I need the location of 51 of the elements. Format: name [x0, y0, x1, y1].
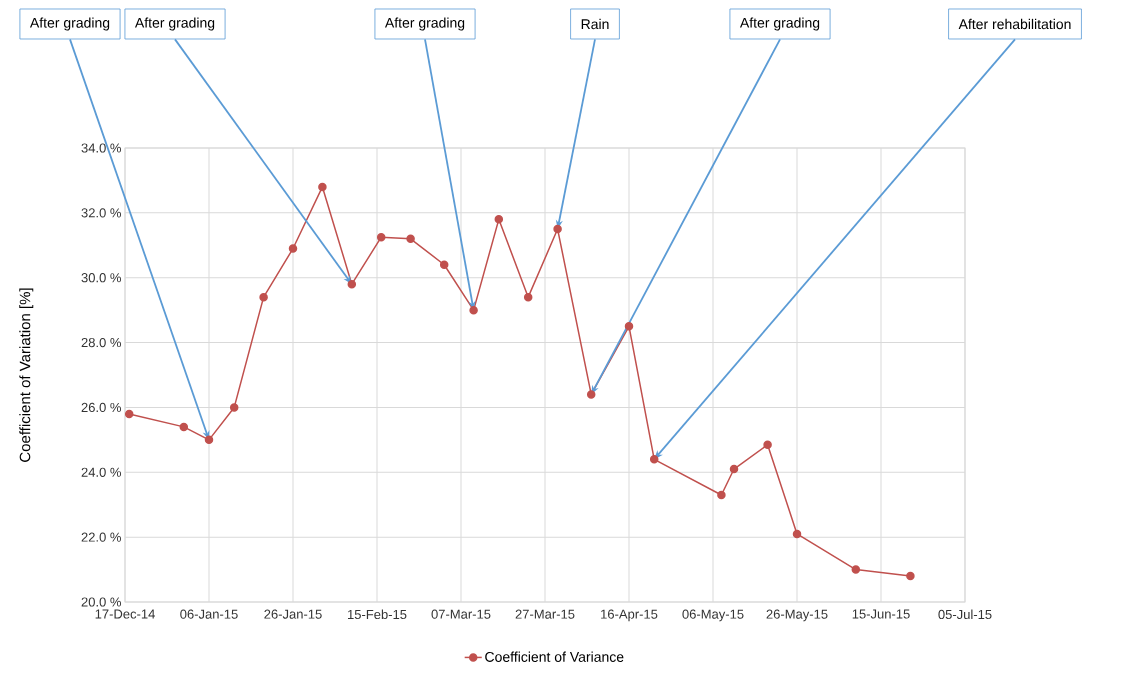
point [906, 571, 915, 581]
y-tick-label: 28.0 % [81, 337, 121, 348]
annotation: After grading [134, 17, 215, 31]
point [288, 244, 298, 253]
point [124, 409, 134, 419]
point [229, 403, 239, 412]
x-tick-label: 27-Mar-15 [515, 609, 575, 619]
point [347, 279, 357, 289]
legend-label: Coefficient of Variance [485, 651, 624, 662]
x-tick-label: 07-Mar-15 [431, 609, 491, 619]
x-tick-label: 16-Apr-15 [601, 609, 658, 622]
y-tick-label: 34.0 % [81, 143, 121, 153]
point [523, 292, 533, 302]
point [376, 232, 386, 242]
annotation: After grading [29, 17, 110, 31]
y-tick-label: 30.0 % [81, 273, 121, 283]
y-tick-label: 24.0 % [81, 467, 121, 477]
point [179, 422, 189, 432]
point [649, 455, 659, 464]
x-tick-label: 15-Feb-15 [348, 609, 407, 620]
point [259, 292, 268, 302]
x-tick-label: 06-May-15 [682, 609, 744, 622]
point [763, 440, 772, 449]
point [469, 305, 478, 315]
point [439, 260, 449, 269]
x-tick-label: 26-Jan-15 [264, 609, 322, 619]
point [494, 215, 504, 224]
x-tick-label: 15-Jun-15 [852, 609, 910, 619]
point [586, 390, 596, 399]
point [717, 490, 726, 500]
point [406, 234, 415, 244]
y-tick-label: 32.0 % [81, 208, 121, 218]
y-tick-label: 22.0 % [81, 532, 121, 542]
point [792, 529, 802, 539]
annotation: Rain [581, 18, 609, 30]
point [204, 435, 214, 445]
point [729, 464, 739, 474]
point [553, 224, 562, 234]
annotation: After grading [739, 17, 820, 31]
point [624, 322, 634, 331]
x-tick-label: 06-Jan-15 [180, 609, 238, 619]
point [318, 182, 327, 192]
y-tick-label: 20.0 % [81, 597, 121, 607]
y-tick-label: 26.0 % [81, 402, 121, 413]
x-tick-label: 05-Jul-15 [938, 609, 992, 620]
y-axis-title: Coefficient of Variation [%] [19, 288, 34, 462]
x-tick-label: 26-May-15 [766, 609, 828, 622]
x-tick-label: 17-Dec-14 [95, 609, 155, 619]
annotation: After rehabilitation [958, 18, 1071, 30]
point [851, 565, 861, 574]
annotation: After grading [384, 17, 465, 31]
